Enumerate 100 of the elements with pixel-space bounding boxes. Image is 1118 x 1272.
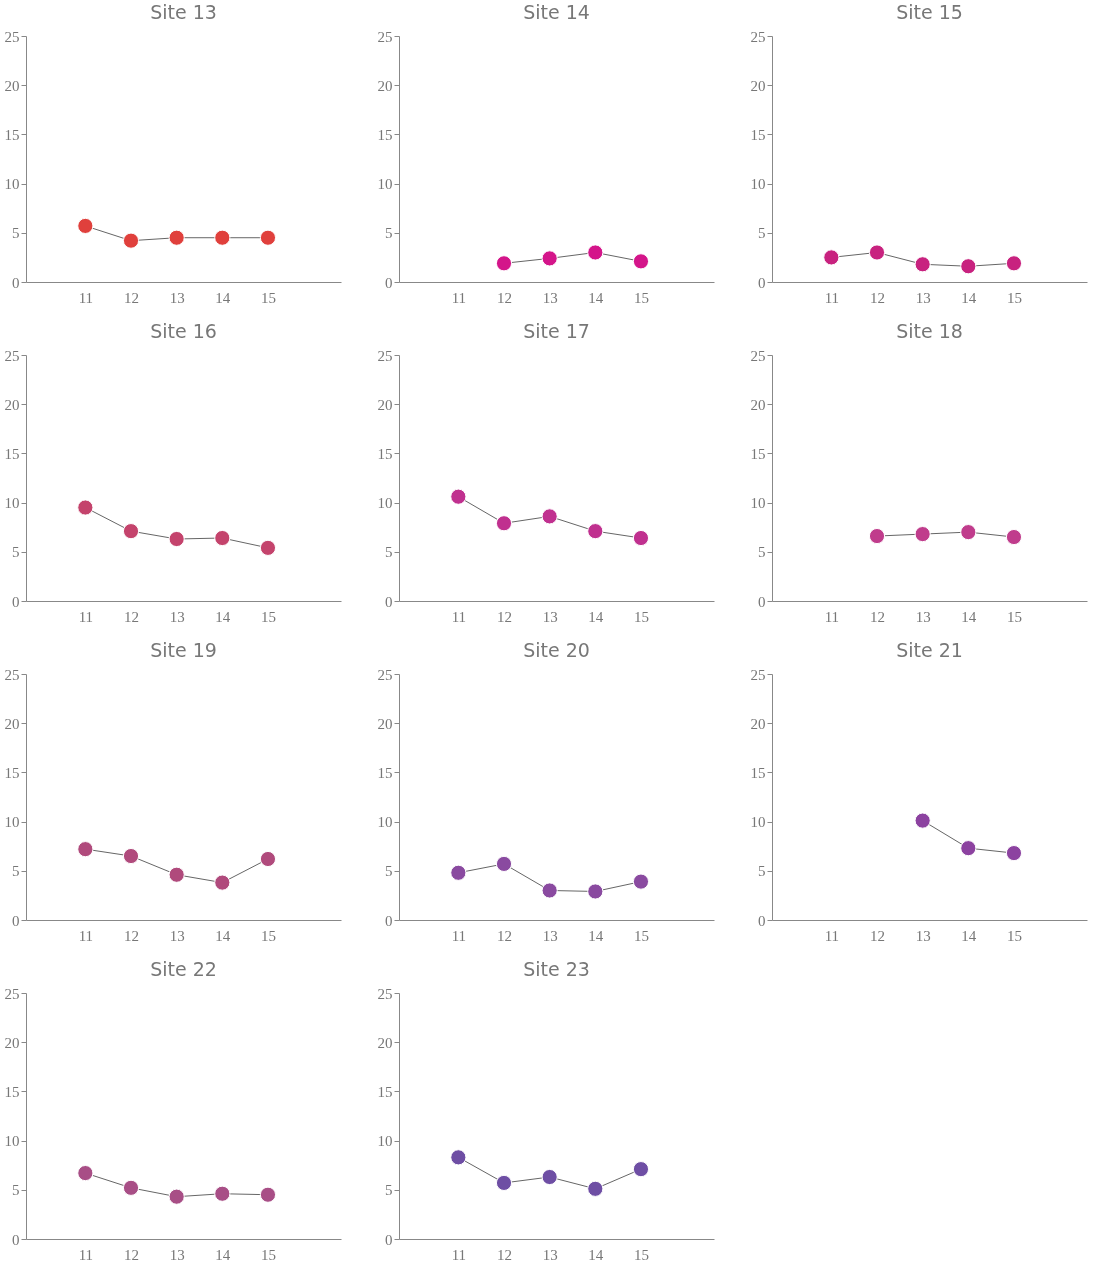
point	[77, 499, 94, 516]
point	[259, 539, 277, 556]
point	[541, 1168, 558, 1186]
point	[960, 258, 977, 275]
y-tick-label: 20	[4, 77, 20, 94]
y-tick-label: 0	[758, 593, 766, 610]
point	[914, 812, 931, 829]
y-tick-label: 10	[377, 1133, 393, 1150]
chart-title: Site 19	[150, 639, 217, 661]
x-tick-label: 11	[78, 927, 94, 944]
y-tick-label: 20	[377, 1034, 393, 1051]
x-tick-label: 13	[542, 1246, 558, 1263]
x-tick-label: 15	[633, 927, 649, 944]
y-tick-label: 5	[12, 225, 20, 242]
x-tick-label: 15	[260, 927, 276, 944]
x-tick-label: 11	[451, 927, 467, 944]
point	[1005, 845, 1023, 862]
y-tick-label: 20	[377, 77, 393, 94]
point	[632, 529, 650, 547]
point	[495, 255, 513, 272]
point	[77, 841, 94, 858]
x-tick-label: 12	[124, 289, 139, 306]
y-tick-label: 15	[4, 1083, 20, 1100]
x-tick-label: 14	[588, 1246, 604, 1263]
point	[1005, 255, 1023, 272]
y-tick-label: 25	[377, 985, 393, 1002]
y-tick-label: 10	[4, 1133, 20, 1150]
point	[122, 523, 140, 540]
point	[960, 840, 977, 857]
chart-title: Site 17	[523, 320, 590, 342]
y-tick-label: 25	[377, 347, 393, 364]
x-tick-label: 14	[588, 289, 604, 306]
x-tick-label: 11	[451, 289, 467, 306]
y-tick-label: 5	[758, 863, 766, 880]
chart-title: Site 22	[150, 958, 217, 980]
y-tick-label: 5	[12, 863, 20, 880]
x-tick-label: 14	[961, 608, 977, 625]
y-tick-label: 25	[4, 347, 20, 364]
y-tick-label: 0	[758, 912, 766, 929]
x-tick-label: 14	[588, 927, 604, 944]
x-tick-label: 14	[215, 1246, 231, 1263]
point	[587, 1180, 604, 1197]
y-tick-label: 5	[385, 863, 393, 880]
point	[450, 864, 467, 881]
x-tick-label: 15	[1006, 927, 1022, 944]
y-tick-label: 10	[377, 495, 393, 512]
point	[168, 229, 185, 246]
x-tick-label: 13	[169, 608, 185, 625]
point	[122, 1179, 140, 1196]
y-tick-label: 20	[4, 715, 20, 732]
x-tick-label: 12	[497, 289, 512, 306]
point	[868, 244, 886, 261]
y-tick-label: 0	[758, 274, 766, 291]
chart-title: Site 15	[896, 1, 963, 23]
x-tick-label: 15	[633, 608, 649, 625]
x-tick-label: 15	[1006, 608, 1022, 625]
y-tick-label: 0	[12, 912, 20, 929]
x-tick-label: 15	[633, 289, 649, 306]
y-tick-label: 20	[4, 396, 20, 413]
y-tick-label: 15	[750, 126, 766, 143]
y-tick-label: 25	[4, 28, 20, 45]
x-tick-label: 15	[260, 608, 276, 625]
y-tick-label: 5	[385, 225, 393, 242]
y-tick-label: 0	[12, 274, 20, 291]
point	[77, 1165, 94, 1182]
y-tick-label: 5	[12, 544, 20, 561]
chart-title: Site 23	[523, 958, 590, 980]
point	[259, 229, 277, 246]
y-tick-label: 10	[4, 814, 20, 831]
point	[168, 530, 185, 548]
x-tick-label: 14	[215, 289, 231, 306]
y-tick-label: 15	[377, 764, 393, 781]
x-tick-label: 13	[542, 289, 558, 306]
x-tick-label: 14	[961, 927, 977, 944]
x-tick-label: 13	[915, 608, 931, 625]
point	[823, 249, 840, 266]
point	[214, 229, 231, 246]
y-tick-label: 25	[750, 28, 766, 45]
x-tick-label: 11	[451, 1246, 467, 1263]
point	[214, 1185, 231, 1202]
point	[214, 529, 231, 547]
point	[122, 232, 140, 249]
x-tick-label: 11	[78, 1246, 94, 1263]
y-tick-label: 25	[377, 28, 393, 45]
y-tick-label: 10	[377, 814, 393, 831]
y-tick-label: 10	[377, 176, 393, 193]
chart-title: Site 20	[523, 639, 590, 661]
point	[450, 1149, 467, 1166]
x-tick-label: 11	[824, 289, 840, 306]
y-tick-label: 15	[377, 126, 393, 143]
point	[541, 882, 558, 899]
y-tick-label: 15	[4, 445, 20, 462]
chart-title: Site 16	[150, 320, 217, 342]
point	[632, 1161, 650, 1178]
y-tick-label: 15	[4, 764, 20, 781]
y-tick-label: 0	[12, 593, 20, 610]
point	[587, 523, 604, 540]
x-tick-label: 15	[633, 1246, 649, 1263]
x-tick-label: 13	[169, 1246, 185, 1263]
y-tick-label: 10	[4, 176, 20, 193]
